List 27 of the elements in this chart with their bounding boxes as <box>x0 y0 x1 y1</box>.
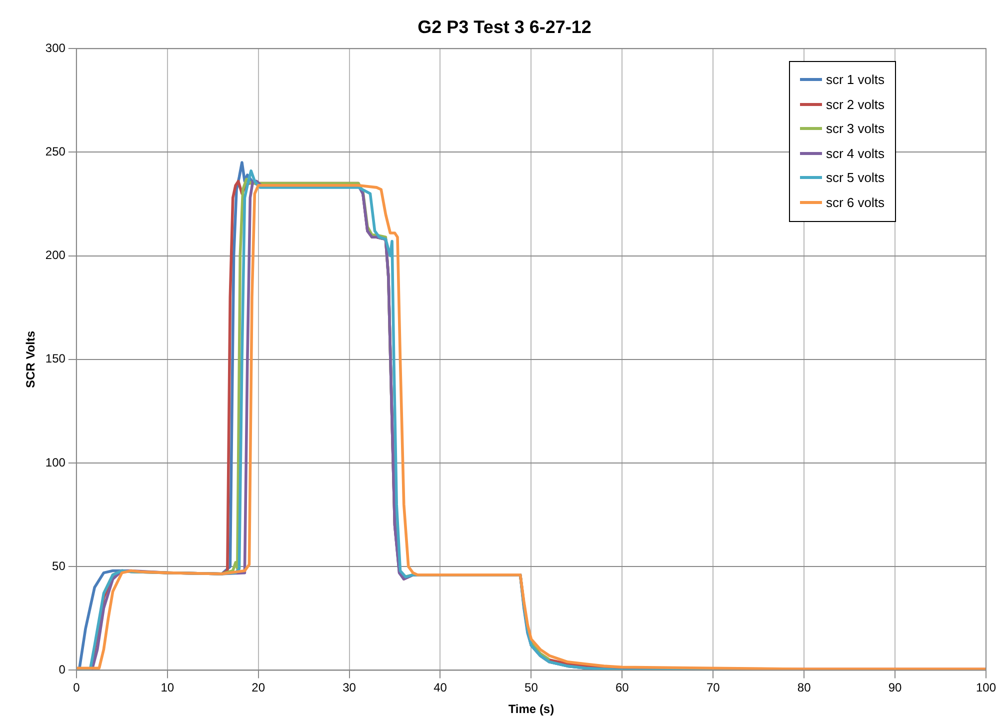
y-tick-label: 0 <box>58 662 66 677</box>
legend-label: scr 6 volts <box>826 194 884 210</box>
legend-label: scr 1 volts <box>826 72 884 88</box>
y-tick-label: 100 <box>45 455 66 470</box>
legend-label: scr 4 volts <box>826 146 884 161</box>
y-tick-label: 250 <box>45 144 66 159</box>
y-axis-title: SCR Volts <box>24 330 38 388</box>
x-tick-label: 0 <box>73 680 80 695</box>
legend-label: scr 5 volts <box>826 170 884 186</box>
x-tick-label: 90 <box>888 680 902 695</box>
y-tick-label: 50 <box>52 558 66 573</box>
y-tick-label: 300 <box>45 40 66 55</box>
legend-label: scr 2 volts <box>826 96 884 112</box>
x-tick-label: 10 <box>160 680 174 695</box>
chart-title: G2 P3 Test 3 6-27-12 <box>418 16 592 37</box>
x-tick-label: 100 <box>976 680 996 695</box>
y-tick-label: 150 <box>45 352 66 366</box>
x-axis-title: Time (s) <box>508 702 554 716</box>
x-tick-label: 30 <box>342 680 356 695</box>
x-tick-label: 50 <box>524 680 538 695</box>
x-tick-label: 70 <box>706 680 720 695</box>
x-tick-label: 20 <box>252 680 266 695</box>
x-tick-label: 60 <box>615 680 630 695</box>
x-tick-label: 40 <box>434 680 448 695</box>
x-tick-label: 80 <box>797 680 812 695</box>
legend-label: scr 3 volts <box>826 121 884 136</box>
y-tick-label: 200 <box>45 248 66 262</box>
